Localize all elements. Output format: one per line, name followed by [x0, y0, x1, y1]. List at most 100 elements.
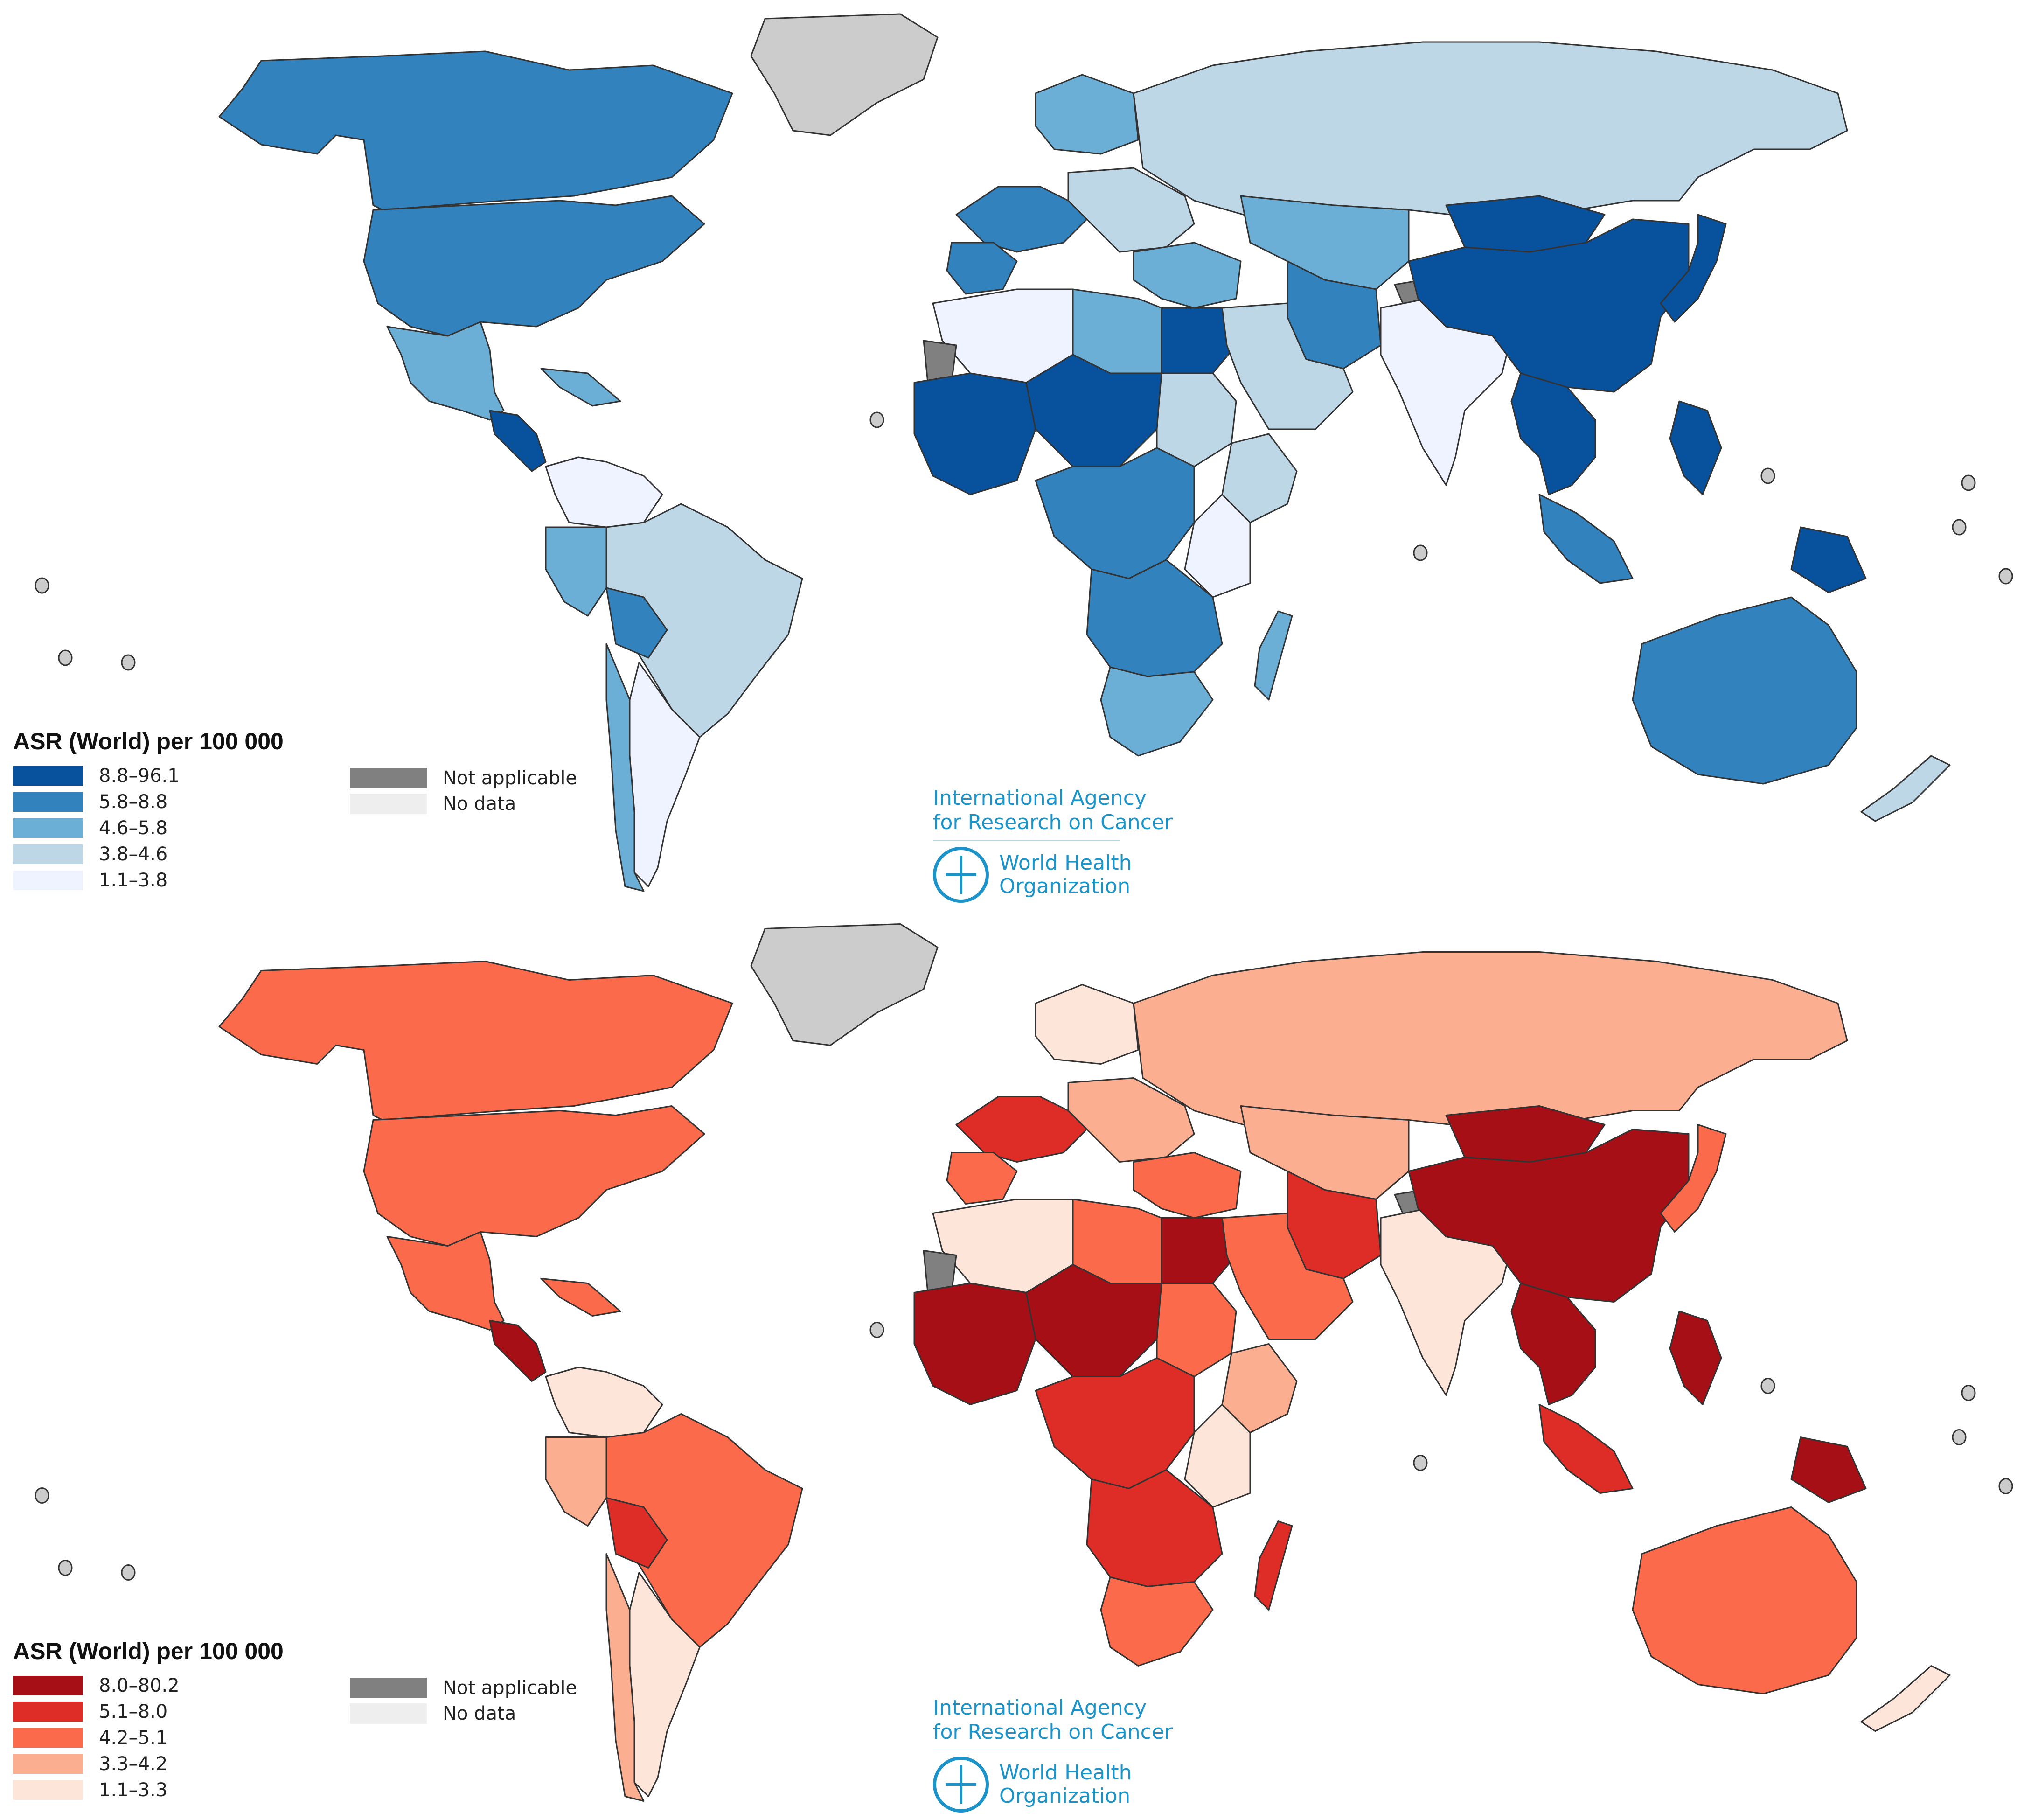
legend-swatch [13, 1676, 83, 1695]
who-line: Organization [999, 1784, 1131, 1808]
region-sudan [1156, 1283, 1237, 1377]
region-new-zealand [1860, 1665, 1951, 1732]
map-panel-b: B ASR (World) per 100 000 8.0–80.2 5.1–8… [0, 910, 2024, 1820]
who-line: Organization [999, 874, 1131, 898]
world-map-a [35, 13, 2013, 892]
agency-line: International Agency [933, 1696, 1147, 1720]
region-east-africa [1184, 1404, 1251, 1508]
legend-item: 8.0–80.2 [13, 1675, 180, 1696]
region-southeast-asia [1510, 372, 1596, 495]
region-peru [545, 526, 607, 617]
island-marker [1961, 1385, 1976, 1401]
logo-divider [933, 840, 1120, 841]
legend-item: 4.2–5.1 [13, 1727, 167, 1749]
region-iran [1287, 1171, 1382, 1279]
iarc-logo-text: International Agency for Research on Can… [933, 1696, 1173, 1744]
region-china [1408, 218, 1690, 393]
region-southeast-asia [1510, 1283, 1596, 1405]
region-philippines [1669, 1311, 1722, 1405]
who-text: World Health Organization [999, 851, 1132, 898]
region-madagascar [1254, 1520, 1293, 1611]
who-line: World Health [999, 1761, 1132, 1785]
region-west-africa [913, 372, 1036, 495]
who-emblem-icon [933, 847, 989, 903]
legend-swatch [350, 768, 427, 788]
region-south-america-north [545, 456, 663, 528]
island-marker [1998, 1478, 2013, 1494]
world-map-b [0, 910, 2024, 1820]
legend-label: 5.8–8.8 [99, 791, 168, 813]
legend-not-applicable: Not applicable [350, 767, 577, 789]
region-bolivia [605, 1497, 668, 1569]
region-south-america-north [545, 1367, 663, 1438]
region-egypt [1161, 307, 1237, 374]
region-usa [363, 1105, 705, 1247]
who-logo: World Health Organization [933, 847, 1132, 903]
legend-no-data: No data [350, 1703, 516, 1724]
island-marker [1952, 1429, 1967, 1445]
legend-label: No data [443, 793, 516, 815]
legend-item: 4.6–5.8 [13, 817, 167, 839]
island-marker [58, 1560, 73, 1576]
iarc-logo-text: International Agency for Research on Can… [933, 786, 1173, 835]
region-chile [605, 1553, 645, 1802]
legend-not-applicable: Not applicable [350, 1677, 577, 1699]
legend-item: 5.1–8.0 [13, 1701, 167, 1722]
region-iberia [946, 242, 1018, 295]
island-marker [1413, 544, 1428, 561]
island-marker [121, 654, 136, 671]
agency-line: International Agency [933, 786, 1147, 810]
region-philippines [1669, 400, 1722, 495]
region-greenland [750, 923, 939, 1046]
region-japan [1660, 1124, 1727, 1233]
region-caribbean [540, 368, 621, 407]
legend-item: 1.1–3.8 [13, 870, 167, 891]
legend-swatch [350, 794, 427, 814]
legend-swatch [13, 1754, 83, 1774]
region-middle-east [1133, 1152, 1242, 1219]
island-marker [35, 577, 49, 594]
region-usa [363, 195, 705, 337]
region-australia [1632, 1506, 1857, 1694]
island-marker [1760, 1378, 1775, 1394]
island-marker [1961, 474, 1976, 491]
map-panel-a: A ASR (World) per 100 000 8.8–96.1 5.8–8… [3, 0, 2013, 903]
legend-label: 4.2–5.1 [99, 1727, 168, 1749]
who-line: World Health [999, 851, 1132, 875]
legend-item: 3.3–4.2 [13, 1753, 167, 1775]
legend-item: 5.8–8.8 [13, 791, 167, 813]
region-japan [1660, 214, 1727, 323]
region-east-africa [1184, 494, 1251, 598]
region-egypt [1161, 1217, 1237, 1284]
legend-no-data: No data [350, 793, 516, 815]
region-south-africa [1100, 666, 1214, 757]
region-new-zealand [1860, 755, 1951, 822]
region-canada [218, 50, 733, 211]
legend-title: ASR (World) per 100 000 [13, 1638, 284, 1664]
island-marker [58, 649, 73, 666]
region-new-guinea [1790, 1436, 1867, 1503]
legend-label: 3.3–4.2 [99, 1753, 168, 1775]
legend-item: 3.8–4.6 [13, 844, 167, 865]
legend-item: 8.8–96.1 [13, 765, 180, 787]
region-indonesia [1538, 1404, 1634, 1494]
who-logo: World Health Organization [933, 1757, 1132, 1813]
legend-swatch [13, 792, 83, 812]
region-southern-africa [1086, 559, 1223, 677]
region-madagascar [1254, 610, 1293, 701]
region-peru [545, 1436, 607, 1527]
island-marker [1952, 519, 1967, 536]
region-new-guinea [1790, 526, 1867, 593]
region-bolivia [605, 587, 668, 659]
island-marker [35, 1487, 49, 1504]
region-greenland [750, 13, 939, 136]
legend-swatch [13, 1702, 83, 1722]
legend-title: ASR (World) per 100 000 [13, 728, 284, 754]
legend-swatch [13, 1780, 83, 1800]
legend-swatch [350, 1678, 427, 1698]
legend-item: 1.1–3.3 [13, 1779, 167, 1801]
region-russia [1133, 41, 1848, 220]
island-marker [121, 1564, 136, 1581]
region-south-africa [1100, 1576, 1214, 1667]
region-central-america [489, 1320, 547, 1382]
